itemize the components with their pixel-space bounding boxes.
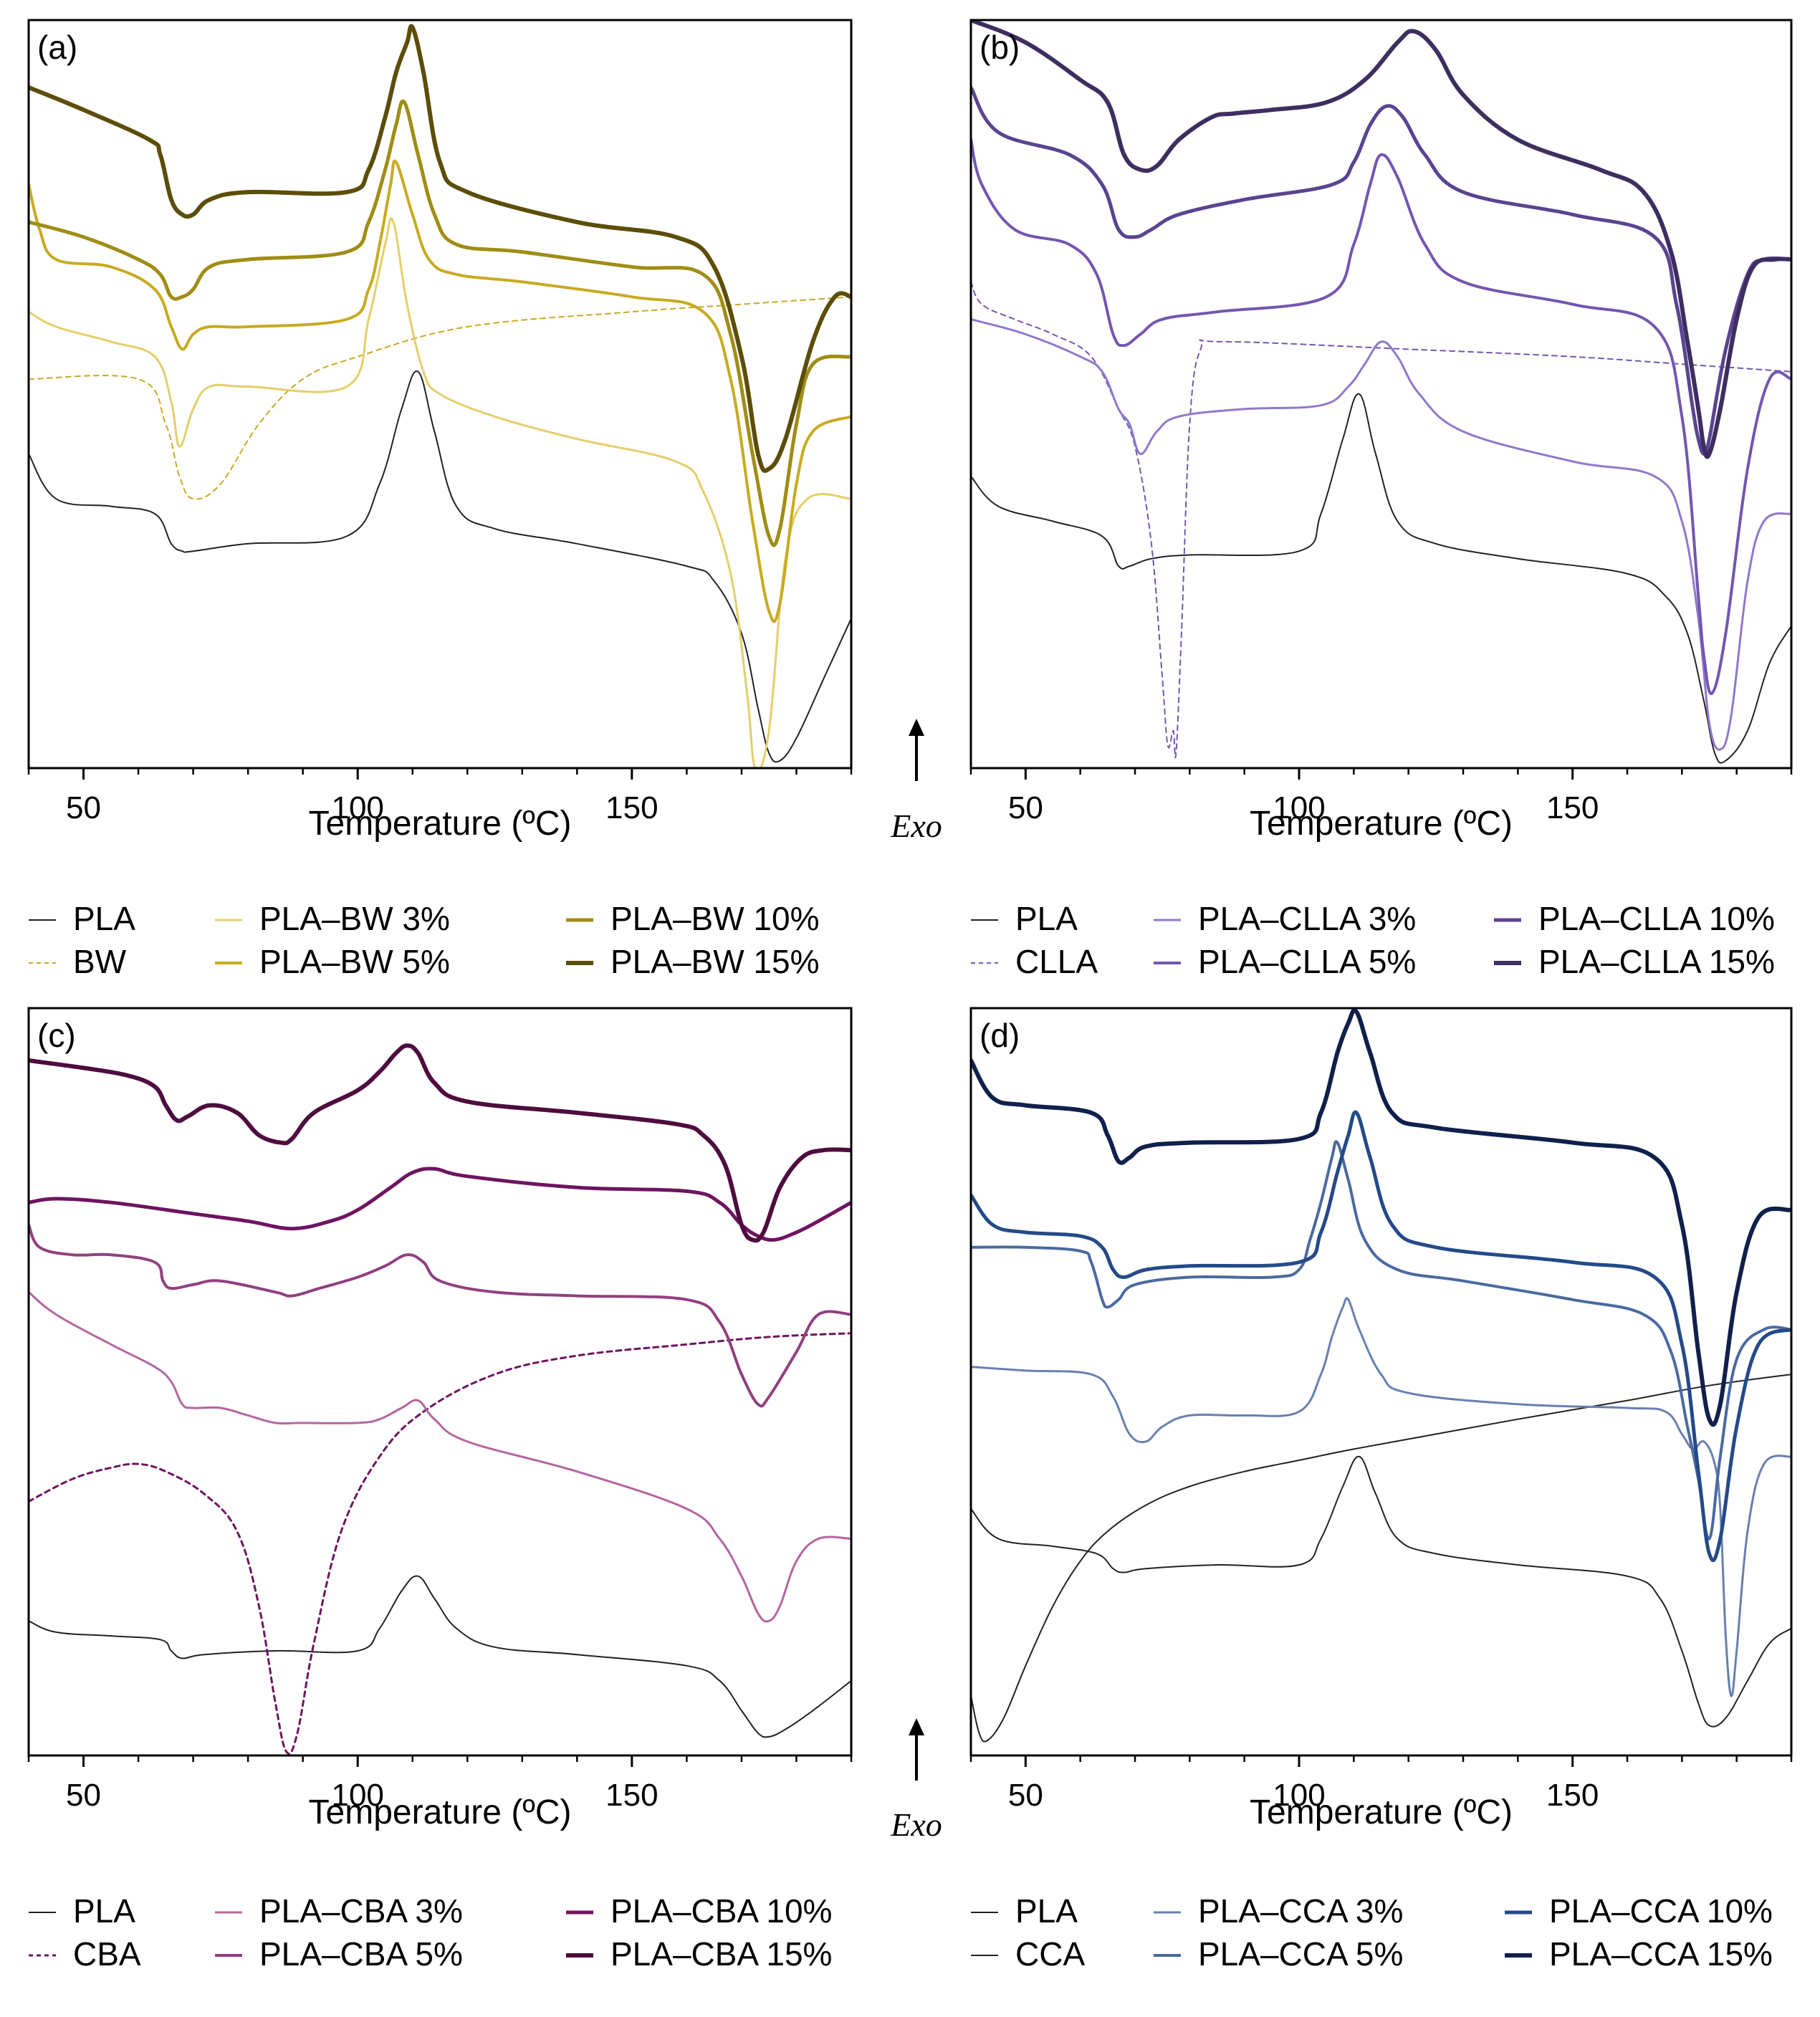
exo-label-top: Exo bbox=[890, 808, 942, 844]
x-axis-title: Temperature (ºC) bbox=[1250, 1793, 1513, 1831]
panel-label: (c) bbox=[37, 1017, 76, 1054]
plot-area bbox=[971, 1008, 1791, 1743]
exo-indicator-top: Exo bbox=[890, 719, 942, 844]
plot-area bbox=[29, 24, 851, 768]
x-tick-label: 150 bbox=[1546, 790, 1599, 825]
legend-label-pla-cca-10: PLA–CCA 10% bbox=[1549, 1892, 1773, 1930]
legend-label-pla-cba-5: PLA–CBA 5% bbox=[259, 1935, 463, 1973]
plot-area bbox=[29, 1043, 851, 1755]
panel-b: 50 100 150 Temperature (ºC) (b) PLA CLLA PLA–CL… bbox=[969, 19, 1793, 980]
axes-frame bbox=[969, 1007, 1793, 1757]
axes-frame bbox=[27, 1007, 853, 1757]
panel-d: 50 100 150 Temperature (ºC) (d) PLA CCA PLA–CCA… bbox=[969, 1007, 1793, 1973]
series-line-pla bbox=[971, 393, 1791, 764]
series-line-pla-bw-15 bbox=[29, 24, 851, 473]
legend-label-pla: PLA bbox=[1015, 1892, 1078, 1930]
legend-label-pla-bw-3: PLA–BW 3% bbox=[259, 900, 450, 937]
panel-c: 50 100 150 Temperature (ºC) (c) PLA CBA PLA–CBA… bbox=[27, 1007, 853, 1973]
series-line-pla-clla-3 bbox=[971, 318, 1791, 751]
legend-label-pla: PLA bbox=[73, 900, 135, 937]
series-line-pla-cba-5 bbox=[29, 1223, 851, 1408]
series-line-pla-clla-15 bbox=[971, 20, 1791, 459]
x-tick-label: 100 bbox=[1273, 790, 1325, 825]
legend-label-pla-bw-15: PLA–BW 15% bbox=[610, 943, 819, 980]
series-line-pla-clla-5 bbox=[971, 138, 1791, 696]
series-line-pla-cca-10 bbox=[971, 1110, 1791, 1563]
legend-label-pla-cba-10: PLA–CBA 10% bbox=[610, 1892, 832, 1930]
x-tick-label: 50 bbox=[66, 790, 101, 825]
x-tick-label: 50 bbox=[1008, 1778, 1043, 1813]
legend: PLA CCA PLA–CCA 3% PLA–CCA 5% PLA–CCA 10% PLA… bbox=[971, 1892, 1773, 1973]
x-tick-label: 150 bbox=[1546, 1778, 1599, 1813]
x-axis-title: Temperature (ºC) bbox=[309, 1793, 572, 1831]
exo-label-bottom: Exo bbox=[890, 1806, 942, 1843]
panel-a: 50 100 150 Temperature (ºC) (a) PLA BW PLA–BW 3… bbox=[27, 19, 853, 980]
x-tick-label: 150 bbox=[605, 1778, 658, 1813]
axes-frame bbox=[969, 19, 1793, 770]
legend-label-pla: PLA bbox=[1015, 900, 1078, 937]
series-line-cba bbox=[29, 1332, 851, 1755]
legend-label-cba: CBA bbox=[73, 1935, 141, 1973]
x-tick-label: 100 bbox=[331, 1778, 383, 1813]
x-tick-label: 100 bbox=[331, 790, 383, 825]
x-axis-title: Temperature (ºC) bbox=[1250, 805, 1513, 843]
legend-label-pla-cba-15: PLA–CBA 15% bbox=[610, 1935, 832, 1973]
series-line-pla-cba-10 bbox=[29, 1166, 851, 1242]
legend-label-pla-cca-3: PLA–CCA 3% bbox=[1198, 1892, 1403, 1930]
x-tick-label: 150 bbox=[605, 790, 658, 825]
legend-label-pla-cca-15: PLA–CCA 15% bbox=[1549, 1935, 1773, 1973]
series-line-pla-cca-3 bbox=[971, 1297, 1791, 1697]
legend-label-pla-clla-5: PLA–CLLA 5% bbox=[1198, 943, 1416, 980]
series-line-pla-cca-15 bbox=[971, 1008, 1791, 1427]
series-line-clla bbox=[971, 281, 1791, 759]
legend: PLA BW PLA–BW 3% PLA–BW 5% PLA–BW 10% PLA–BW … bbox=[29, 900, 819, 980]
legend-label-pla-clla-15: PLA–CLLA 15% bbox=[1538, 943, 1775, 980]
legend-label-cca: CCA bbox=[1015, 1935, 1085, 1973]
legend-label-pla: PLA bbox=[73, 1892, 135, 1930]
series-line-pla-bw-10 bbox=[29, 99, 851, 547]
x-axis-title: Temperature (ºC) bbox=[309, 805, 572, 843]
panel-label: (a) bbox=[37, 29, 77, 66]
series-line-pla-cba-3 bbox=[29, 1290, 851, 1623]
series-line-pla-bw-5 bbox=[29, 159, 851, 623]
series-line-pla bbox=[29, 1575, 851, 1738]
x-tick-label: 100 bbox=[1273, 1778, 1325, 1813]
axes-frame bbox=[27, 19, 853, 770]
panel-label: (b) bbox=[980, 29, 1020, 66]
legend-label-clla: CLLA bbox=[1015, 943, 1098, 980]
legend-label-pla-bw-5: PLA–BW 5% bbox=[259, 943, 450, 980]
exo-indicator-bottom: Exo bbox=[890, 1718, 942, 1843]
x-tick-label: 50 bbox=[1008, 790, 1043, 825]
panel-label: (d) bbox=[980, 1017, 1020, 1054]
x-tick-label: 50 bbox=[66, 1778, 101, 1813]
series-line-cca bbox=[971, 1374, 1791, 1743]
legend-label-pla-cca-5: PLA–CCA 5% bbox=[1198, 1935, 1403, 1973]
legend-label-pla-clla-10: PLA–CLLA 10% bbox=[1538, 900, 1775, 937]
legend: PLA CLLA PLA–CLLA 3% PLA–CLLA 5% PLA–CLLA 10… bbox=[971, 900, 1775, 980]
series-line-pla bbox=[29, 370, 851, 763]
legend: PLA CBA PLA–CBA 3% PLA–CBA 5% PLA–CBA 10% PLA… bbox=[29, 1892, 832, 1973]
legend-label-bw: BW bbox=[73, 943, 127, 980]
series-line-pla-cba-15 bbox=[29, 1043, 851, 1243]
plot-area bbox=[971, 20, 1791, 764]
legend-label-pla-bw-10: PLA–BW 10% bbox=[610, 900, 819, 937]
series-line-pla bbox=[971, 1455, 1791, 1728]
series-line-pla-clla-10 bbox=[971, 85, 1791, 456]
legend-label-pla-clla-3: PLA–CLLA 3% bbox=[1198, 900, 1416, 937]
legend-label-pla-cba-3: PLA–CBA 3% bbox=[259, 1892, 463, 1930]
